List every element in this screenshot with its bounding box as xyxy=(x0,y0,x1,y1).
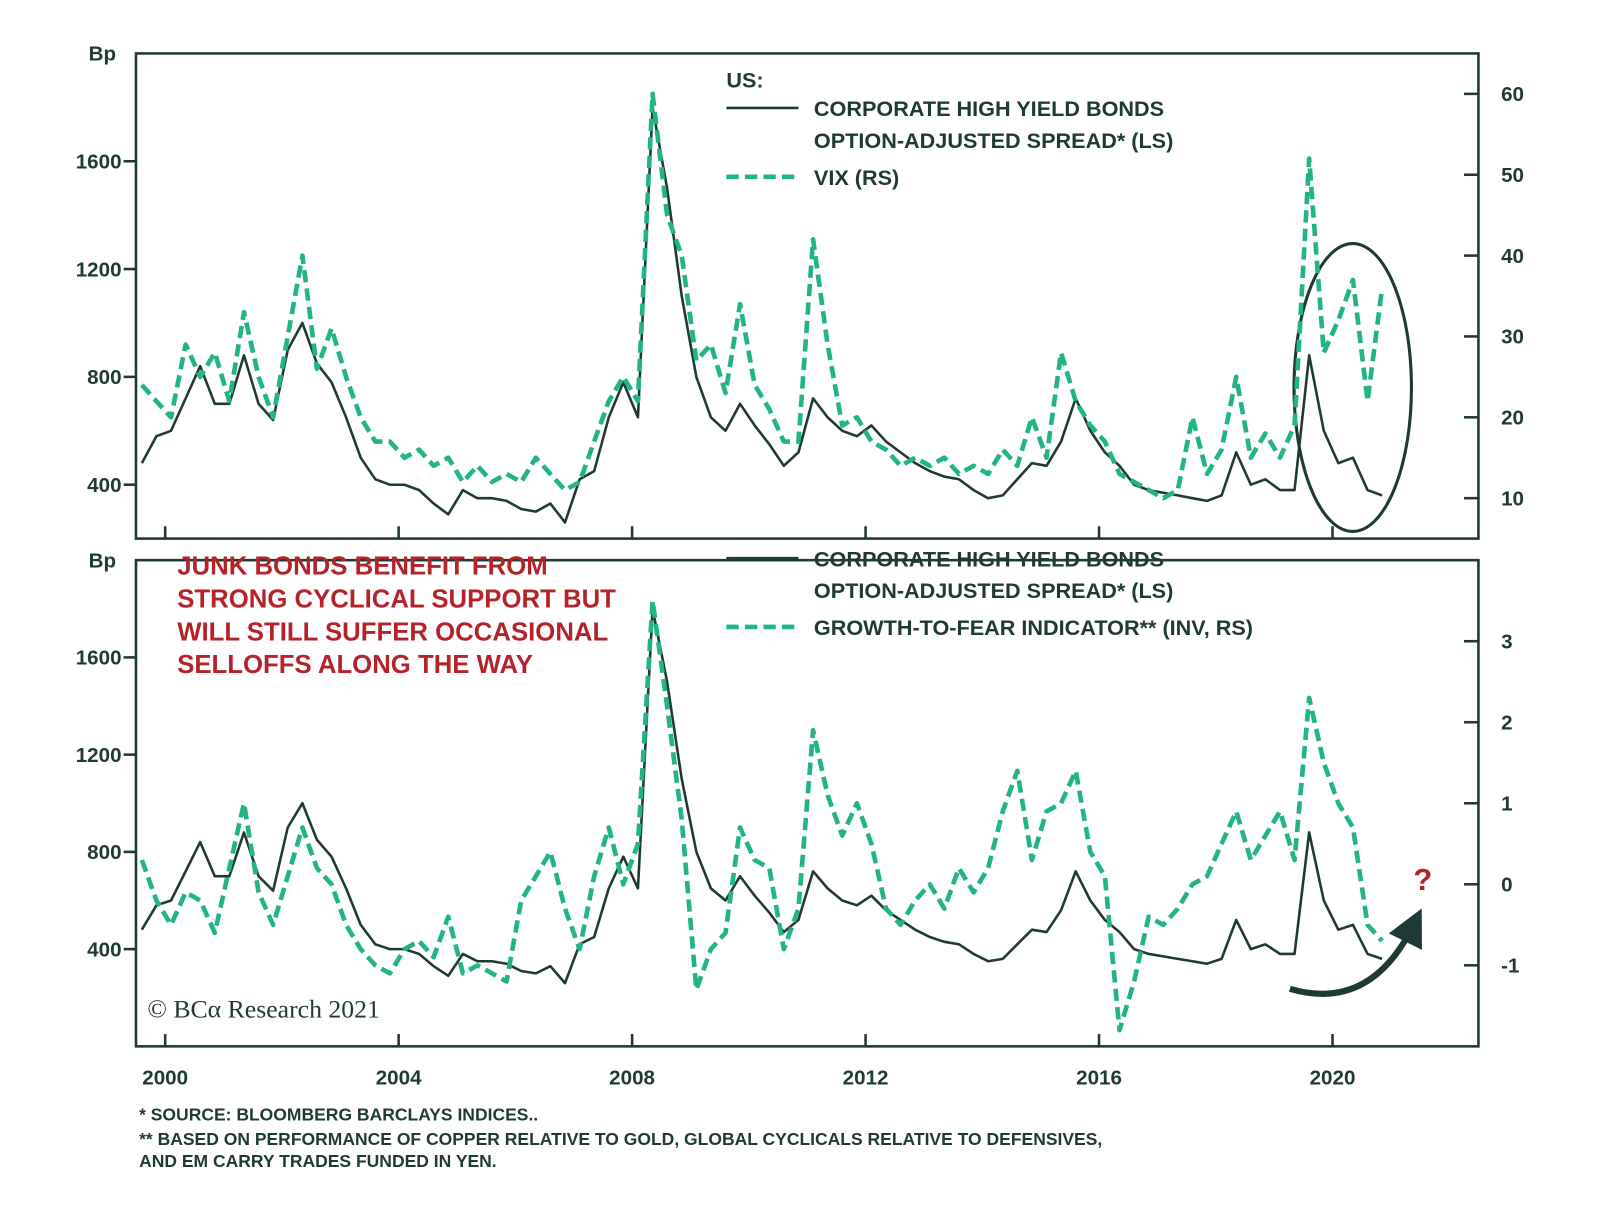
credit: © BCα Research 2021 xyxy=(147,995,380,1024)
legend-label: VIX (RS) xyxy=(814,165,899,190)
y-tick-label: 1600 xyxy=(76,150,122,173)
series-line xyxy=(140,106,1383,524)
x-tick-label: 2012 xyxy=(843,1066,889,1089)
annotation: JUNK BONDS BENEFIT FROM STRONG CYCLICAL S… xyxy=(177,553,616,680)
y-tick-label: 1200 xyxy=(76,744,122,767)
y2-tick-label: 40 xyxy=(1501,245,1524,268)
series-line xyxy=(140,607,1383,985)
y-tick-label: 1600 xyxy=(76,647,122,670)
y2-tick-label: 0 xyxy=(1501,874,1512,897)
y-tick-label: 800 xyxy=(87,841,121,864)
x-tick-label: 2004 xyxy=(376,1066,422,1089)
legend-label: CORPORATE HIGH YIELD BONDS OPTION-ADJUSTE… xyxy=(814,546,1173,603)
footnote: ** BASED ON PERFORMANCE OF COPPER RELATI… xyxy=(139,1129,1102,1171)
y-tick-label: 400 xyxy=(87,938,121,961)
y-axis-label: Bp xyxy=(89,43,116,66)
footnote: * SOURCE: BLOOMBERG BARCLAYS INDICES.. xyxy=(139,1104,538,1124)
plot-frame xyxy=(134,52,1480,540)
y-tick-label: 1200 xyxy=(76,258,122,281)
series-line xyxy=(139,598,1384,1033)
y2-tick-label: 30 xyxy=(1501,326,1524,349)
x-tick-label: 2016 xyxy=(1076,1066,1122,1089)
curved-arrow xyxy=(1289,908,1422,997)
y2-tick-label: 1 xyxy=(1501,792,1512,815)
y-tick-label: 400 xyxy=(87,474,121,497)
y2-tick-label: -1 xyxy=(1501,955,1519,978)
highlight-ellipse xyxy=(1292,242,1414,533)
y2-tick-label: 20 xyxy=(1501,407,1524,430)
x-tick-label: 2008 xyxy=(609,1066,655,1089)
legend-label: CORPORATE HIGH YIELD BONDS OPTION-ADJUSTE… xyxy=(814,96,1173,153)
y2-tick-label: 60 xyxy=(1501,83,1524,106)
y-axis-label: Bp xyxy=(89,549,116,572)
y-tick-label: 800 xyxy=(87,366,121,389)
series-line xyxy=(140,91,1385,501)
x-tick-label: 2020 xyxy=(1310,1066,1356,1089)
annotation: ? xyxy=(1413,862,1432,897)
legend-title: US: xyxy=(726,67,763,92)
y2-tick-label: 3 xyxy=(1501,630,1512,653)
y2-tick-label: 2 xyxy=(1501,711,1512,734)
legend-label: GROWTH-TO-FEAR INDICATOR** (INV, RS) xyxy=(814,615,1253,640)
y2-tick-label: 10 xyxy=(1501,487,1524,510)
y2-tick-label: 50 xyxy=(1501,164,1524,187)
x-tick-label: 2000 xyxy=(142,1066,188,1089)
